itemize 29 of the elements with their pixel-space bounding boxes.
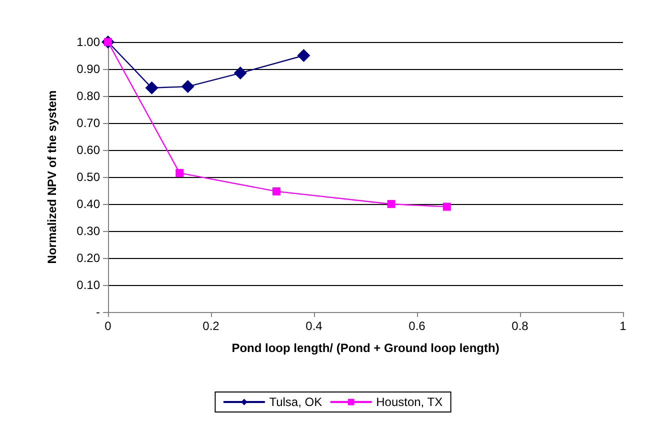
y-tick-label: 0.30 bbox=[76, 224, 100, 238]
y-tick-label: 1.00 bbox=[76, 35, 100, 49]
legend-label: Houston, TX bbox=[376, 395, 443, 409]
x-tick-label: 0.4 bbox=[306, 319, 323, 333]
point bbox=[145, 81, 158, 94]
y-tick-label: 0.60 bbox=[76, 143, 100, 157]
point bbox=[176, 168, 184, 177]
x-tick-label: 1 bbox=[620, 319, 627, 333]
y-tick-label: 0.40 bbox=[76, 197, 100, 211]
x-axis-title: Pond loop length/ (Pond + Ground loop length) bbox=[232, 341, 500, 355]
legend-label: Tulsa, OK bbox=[269, 395, 322, 409]
x-tick-label: 0.6 bbox=[408, 319, 426, 333]
y-tick-label: 0.70 bbox=[76, 116, 100, 130]
point bbox=[442, 202, 451, 211]
x-tick-label: 0.8 bbox=[512, 319, 529, 333]
y-tick-label: 0.10 bbox=[76, 278, 100, 292]
y-tick-label: 0.20 bbox=[76, 251, 100, 265]
y-tick-label: 0.50 bbox=[76, 170, 100, 184]
x-tick-label: 0 bbox=[104, 319, 112, 333]
y-tick-label: - bbox=[96, 305, 100, 319]
point bbox=[387, 200, 396, 208]
point bbox=[234, 66, 247, 80]
point bbox=[297, 49, 310, 62]
y-axis-title: Normalized NPV of the system bbox=[45, 90, 59, 264]
x-tick-label: 0.2 bbox=[202, 319, 220, 333]
point bbox=[181, 80, 194, 94]
y-tick-label: 0.90 bbox=[76, 62, 100, 76]
y-tick-label: 0.80 bbox=[76, 89, 100, 103]
point bbox=[272, 187, 280, 196]
